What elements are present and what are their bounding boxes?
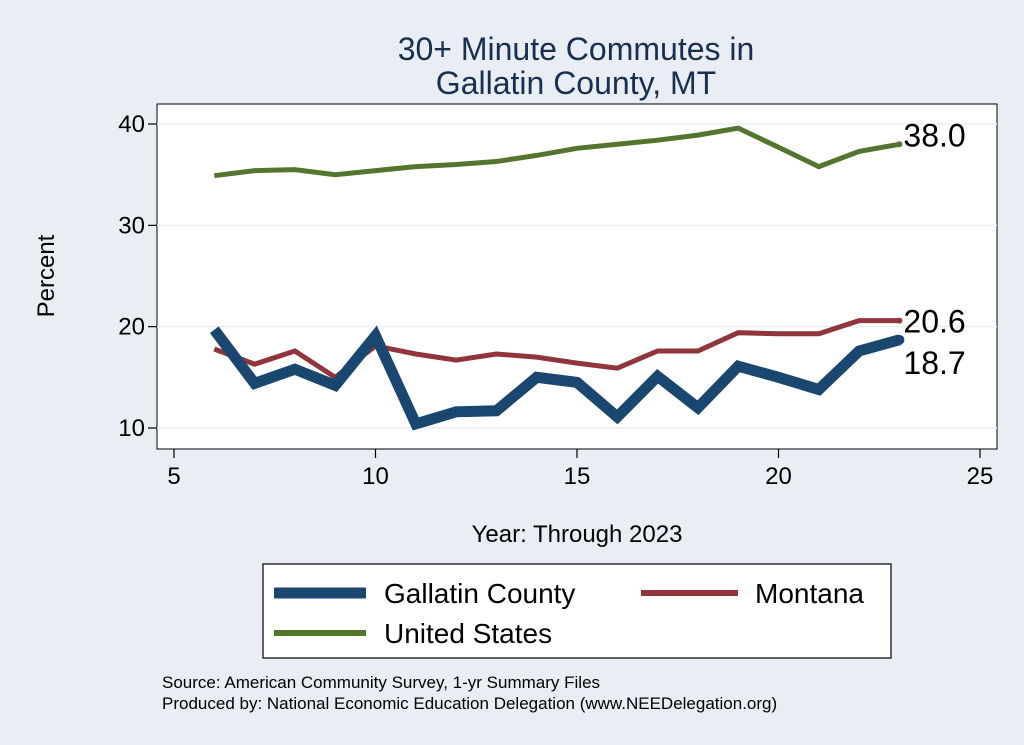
end-label-us: 38.0	[903, 117, 965, 153]
x-tick-label-10: 10	[362, 463, 389, 490]
series-line-us	[213, 125, 900, 179]
x-axis: 5 10 15 20 25	[167, 449, 993, 490]
y-tick-label-30: 30	[118, 212, 145, 239]
x-tick-label-25: 25	[967, 463, 994, 490]
series-line-montana	[213, 318, 900, 381]
x-axis-title: Year: Through 2023	[472, 521, 683, 548]
plot-area	[156, 103, 998, 450]
y-tick-label-10: 10	[118, 415, 145, 442]
chart-title-line-1: 30+ Minute Commutes in	[398, 31, 755, 67]
y-axis: 10 20 30 40	[118, 111, 157, 442]
end-point-us	[896, 141, 903, 148]
legend-label-us: United States	[384, 618, 552, 649]
end-label-montana: 20.6	[903, 304, 965, 340]
legend: Gallatin County Montana United States	[262, 563, 892, 659]
source-line-2: Produced by: National Economic Education…	[162, 694, 777, 713]
x-tick-label-15: 15	[564, 463, 591, 490]
end-point-montana	[896, 317, 903, 324]
series-line-gallatin	[209, 325, 901, 431]
y-tick-label-20: 20	[118, 314, 145, 341]
end-labels: 18.7 20.6 38.0	[903, 117, 965, 381]
gridlines	[157, 123, 997, 429]
legend-label-gallatin: Gallatin County	[384, 578, 575, 609]
y-tick-label-40: 40	[118, 111, 145, 138]
legend-label-montana: Montana	[755, 578, 864, 609]
x-tick-label-20: 20	[765, 463, 792, 490]
end-point-gallatin	[894, 334, 905, 345]
series-lines	[209, 125, 905, 431]
chart-title-line-2: Gallatin County, MT	[436, 65, 716, 101]
source-line-1: Source: American Community Survey, 1-yr …	[162, 673, 600, 692]
legend-box	[262, 563, 892, 659]
end-label-gallatin: 18.7	[903, 345, 965, 381]
x-tick-label-5: 5	[167, 463, 180, 490]
y-axis-title: Percent	[33, 234, 60, 317]
